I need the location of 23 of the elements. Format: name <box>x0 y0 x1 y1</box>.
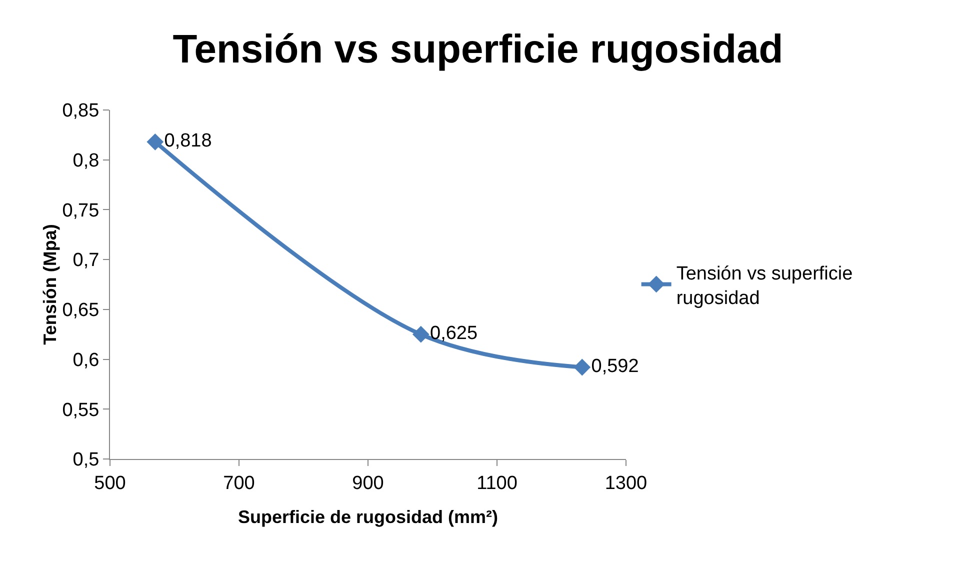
x-tick-label: 1100 <box>476 472 518 494</box>
y-tick-label: 0,85 <box>62 100 100 122</box>
point <box>146 133 164 150</box>
x-tick-label: 700 <box>223 472 255 494</box>
data-label: 0,625 <box>430 323 478 344</box>
x-axis-title: Superficie de rugosidad (mm²) <box>238 507 498 527</box>
y-tick-label: 0,75 <box>62 200 100 222</box>
point <box>574 358 591 376</box>
chart-title: Tensión vs superficie rugosidad <box>172 28 784 72</box>
y-tick-label: 0,5 <box>72 450 100 471</box>
y-tick-label: 0,55 <box>62 400 100 421</box>
x-tick-label: 500 <box>94 472 126 494</box>
x-tick-label: 900 <box>352 472 384 494</box>
y-axis-title: Tensión (Mpa) <box>40 224 60 345</box>
y-tick-label: 0,6 <box>72 350 100 371</box>
x-tick-label: 1300 <box>604 472 648 494</box>
data-label: 0,818 <box>164 130 212 152</box>
y-tick-label: 0,8 <box>72 150 100 172</box>
y-tick-label: 0,65 <box>62 300 100 322</box>
y-tick-label: 0,7 <box>72 250 100 272</box>
legend-label: Tensión vs superficie rugosidad <box>676 263 853 309</box>
data-label: 0,592 <box>591 356 639 378</box>
point <box>412 326 430 343</box>
